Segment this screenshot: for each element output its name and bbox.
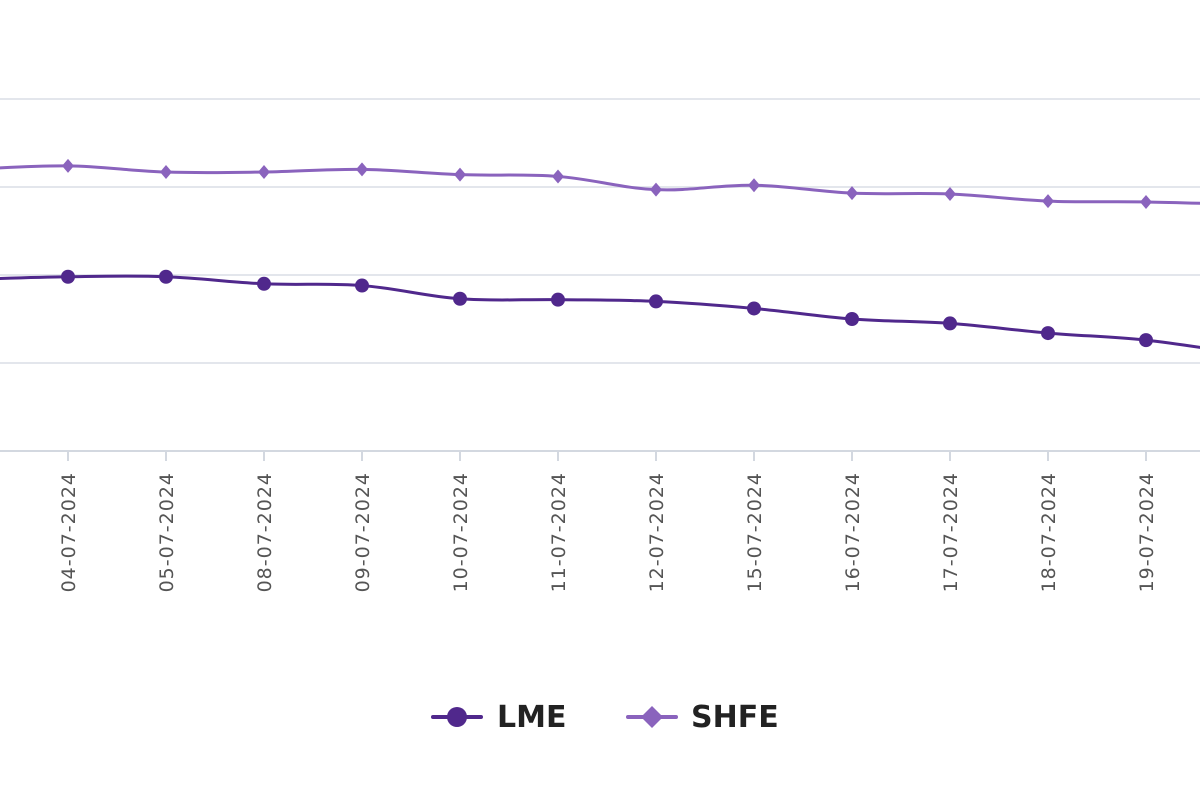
diamond-icon <box>641 706 663 728</box>
data-point-lme <box>159 269 173 284</box>
x-tick-label: 11-07-2024 <box>548 472 570 592</box>
legend-item-lme[interactable]: LME <box>431 700 566 735</box>
x-tick-label: 10-07-2024 <box>450 472 472 592</box>
x-axis-tick-labels: 04-07-2024 05-07-2024 08-07-2024 09-07-2024… <box>58 451 1158 592</box>
data-point-lme <box>355 278 369 293</box>
data-point-shfe <box>944 187 956 202</box>
data-point-shfe <box>748 178 760 193</box>
data-point-shfe <box>650 182 662 197</box>
x-tick-label: 08-07-2024 <box>254 472 276 592</box>
circle-icon <box>447 707 467 727</box>
data-point-lme <box>61 269 75 284</box>
x-tick-label: 09-07-2024 <box>352 472 374 592</box>
legend-shfe-label: SHFE <box>691 700 779 735</box>
data-point-shfe <box>62 158 74 173</box>
x-tick-label: 12-07-2024 <box>646 472 668 592</box>
data-point-lme <box>1041 326 1055 341</box>
x-tick-label: 19-07-2024 <box>1136 472 1158 592</box>
data-point-shfe <box>258 165 270 180</box>
data-point-lme <box>649 294 663 309</box>
data-point-lme <box>747 301 761 316</box>
data-point-lme <box>845 312 859 326</box>
legend: LME SHFE <box>431 700 779 735</box>
data-point-shfe <box>356 162 368 177</box>
data-point-lme <box>551 292 565 307</box>
data-point-shfe <box>454 167 466 182</box>
data-point-lme <box>453 291 467 306</box>
x-tick-label: 18-07-2024 <box>1038 472 1060 592</box>
grid-lines <box>0 98 1200 452</box>
data-point-shfe <box>160 165 172 180</box>
x-tick-label: 16-07-2024 <box>842 472 864 592</box>
data-point-shfe <box>1042 194 1054 209</box>
data-point-shfe <box>552 169 564 184</box>
x-tick-label: 15-07-2024 <box>744 472 766 592</box>
data-point-lme <box>943 316 957 331</box>
series-lines <box>0 158 1200 349</box>
x-tick-label: 17-07-2024 <box>940 472 962 592</box>
series-line-shfe <box>0 164 1200 205</box>
x-tick-label: 04-07-2024 <box>58 472 80 592</box>
legend-item-shfe[interactable]: SHFE <box>626 700 779 735</box>
data-point-lme <box>257 276 271 291</box>
data-point-shfe <box>1140 194 1152 209</box>
x-tick-label: 05-07-2024 <box>156 472 178 592</box>
data-point-lme <box>1139 333 1153 348</box>
data-point-shfe <box>846 186 858 201</box>
legend-lme-label: LME <box>497 700 566 735</box>
series-line-lme <box>0 274 1200 349</box>
